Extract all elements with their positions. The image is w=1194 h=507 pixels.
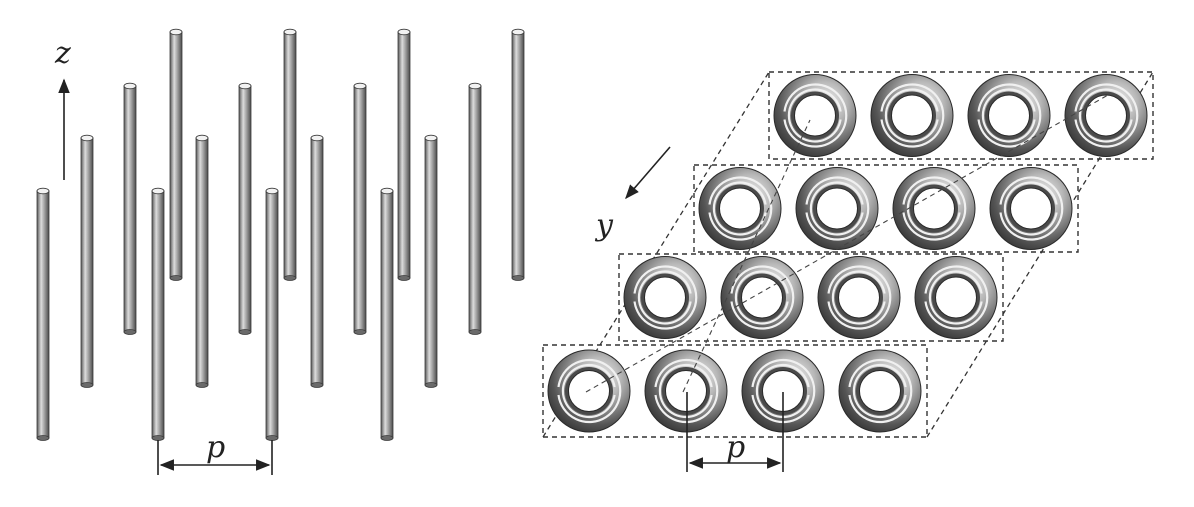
- period-label-right: p: [726, 430, 745, 465]
- z-axis-label: z: [54, 36, 71, 71]
- y-axis-arrow: [625, 146, 671, 200]
- split-ring-resonator: [741, 349, 825, 433]
- rod: [80, 134, 94, 388]
- wire-medium-panel: z p: [36, 28, 525, 475]
- rod: [424, 134, 438, 388]
- rod: [36, 187, 50, 441]
- rod: [265, 187, 279, 441]
- period-dimension-right: [686, 392, 784, 472]
- layer-stack: [542, 71, 1154, 438]
- split-ring-resonator: [644, 349, 728, 433]
- rod: [353, 82, 367, 335]
- split-ring-resonator: [1064, 74, 1148, 157]
- rod: [380, 187, 394, 441]
- split-ring-resonator: [773, 74, 857, 157]
- split-ring-resonator: [698, 167, 782, 250]
- rod: [283, 28, 297, 281]
- srr-layer: [768, 71, 1154, 160]
- split-ring-resonator: [547, 349, 631, 433]
- rod: [397, 28, 411, 281]
- rod: [468, 82, 482, 335]
- period-label-left: p: [206, 430, 225, 465]
- period-dimension: [157, 440, 273, 475]
- rod-array: [36, 28, 525, 441]
- y-axis-label: y: [594, 208, 614, 243]
- split-ring-resonator: [838, 349, 922, 433]
- split-ring-resonator: [817, 256, 901, 339]
- srr-layer: [542, 344, 928, 438]
- rod: [123, 82, 137, 335]
- split-ring-resonator: [989, 167, 1073, 250]
- split-ring-resonator: [795, 167, 879, 250]
- srr-layer: [693, 164, 1079, 253]
- rod: [169, 28, 183, 281]
- lattice-inner-diagonals: [585, 94, 1109, 393]
- rod: [151, 187, 165, 441]
- rod: [511, 28, 525, 281]
- rod: [195, 134, 209, 388]
- rod: [238, 82, 252, 335]
- rod: [310, 134, 324, 388]
- split-ring-resonator: [623, 256, 707, 339]
- srr-array-panel: y p: [542, 71, 1154, 472]
- split-ring-resonator: [914, 256, 998, 339]
- split-ring-resonator: [720, 256, 804, 339]
- srr-layer: [618, 253, 1004, 342]
- split-ring-resonator: [892, 167, 976, 250]
- split-ring-resonator: [967, 74, 1051, 157]
- split-ring-resonator: [870, 74, 954, 157]
